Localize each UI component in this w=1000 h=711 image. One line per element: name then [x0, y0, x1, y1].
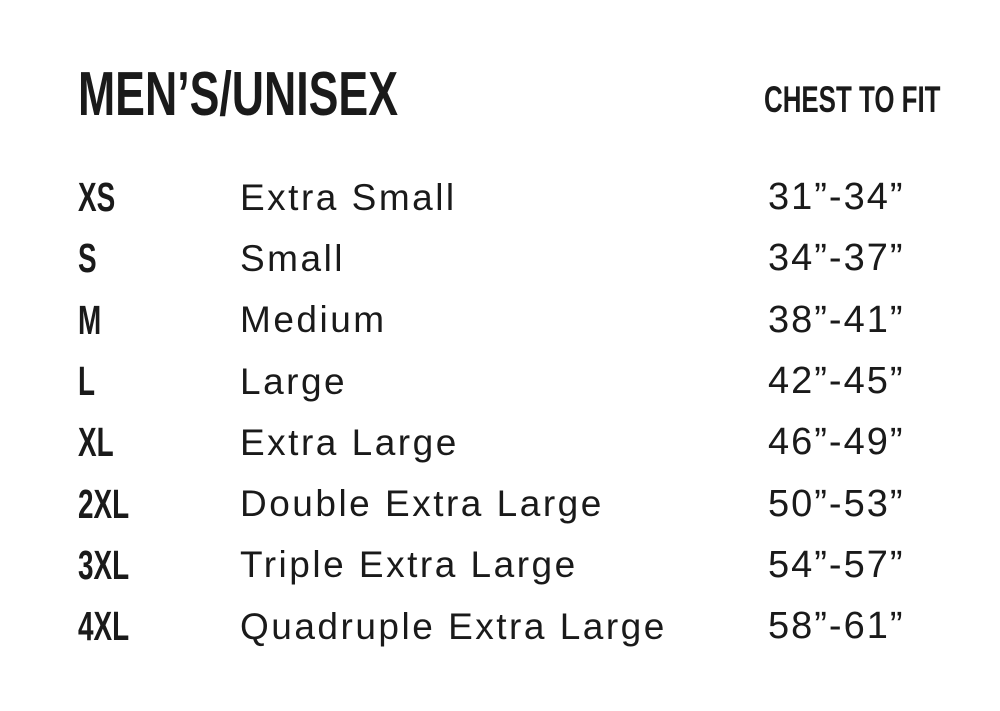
chest-range: 38”-41” [768, 298, 905, 341]
chest-range: 31”-34” [768, 176, 905, 219]
table-row: XS Extra Small 31”-34” [78, 167, 940, 228]
size-code: XL [78, 419, 114, 466]
chest-range: 46”-49” [768, 421, 905, 464]
size-code: S [78, 235, 97, 282]
size-code: M [78, 296, 102, 343]
size-name: Small [240, 237, 346, 279]
table-row: S Small 34”-37” [78, 228, 940, 289]
size-name: Quadruple Extra Large [240, 605, 667, 647]
table-row: XL Extra Large 46”-49” [78, 412, 940, 473]
table-row: M Medium 38”-41” [78, 290, 940, 351]
size-name: Triple Extra Large [240, 544, 578, 586]
page-title: MEN’S/UNISEX [78, 60, 398, 129]
chest-range: 58”-61” [768, 605, 905, 648]
table-row: 4XL Quadruple Extra Large 58”-61” [78, 596, 940, 657]
size-name: Extra Large [240, 421, 459, 463]
table-row: 2XL Double Extra Large 50”-53” [78, 473, 940, 534]
size-code: 4XL [78, 603, 130, 650]
chest-range: 54”-57” [768, 543, 905, 586]
chest-range: 34”-37” [768, 237, 905, 280]
size-table: XS Extra Small 31”-34” S Small 34”-37” M… [78, 167, 940, 657]
size-name: Large [240, 360, 348, 402]
chest-to-fit-column-header: CHEST TO FIT [764, 79, 941, 120]
table-row: 3XL Triple Extra Large 54”-57” [78, 535, 940, 596]
size-code: XS [78, 174, 116, 221]
chest-range: 50”-53” [768, 482, 905, 525]
size-code: L [78, 358, 96, 405]
chest-range: 42”-45” [768, 360, 905, 403]
size-name: Medium [240, 299, 387, 341]
size-code: 3XL [78, 541, 130, 588]
size-code: 2XL [78, 480, 130, 527]
size-name: Extra Small [240, 176, 457, 218]
table-row: L Large 42”-45” [78, 351, 940, 412]
size-name: Double Extra Large [240, 483, 604, 525]
